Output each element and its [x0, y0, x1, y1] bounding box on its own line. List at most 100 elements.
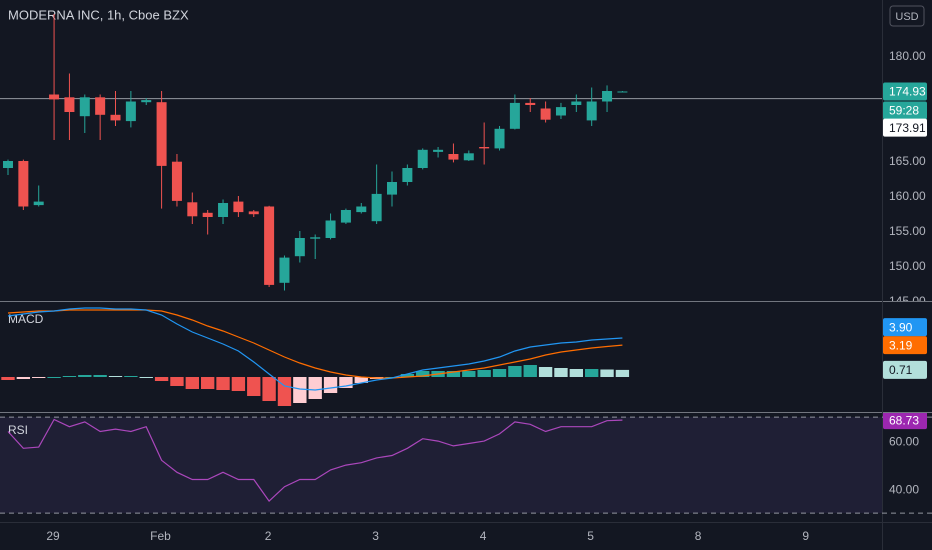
histogram-bar [154, 377, 169, 381]
candle-body [356, 206, 367, 213]
x-tick-label: Feb [150, 529, 171, 543]
candle-body [64, 97, 75, 112]
candle-body [479, 147, 490, 149]
y-tick-label: 165.00 [889, 154, 926, 168]
histogram-bar [262, 377, 276, 401]
histogram-bar [462, 371, 476, 377]
histogram-bar [585, 369, 599, 377]
histogram-bar [247, 377, 261, 396]
histogram-bar [139, 377, 153, 378]
candle-body [218, 203, 229, 217]
pane-title: MACD [8, 312, 44, 326]
histogram-bar [47, 377, 61, 378]
candle-body [110, 114, 121, 121]
x-tick-label: 2 [265, 529, 272, 543]
histogram-bar [354, 377, 368, 383]
candle-body [555, 107, 566, 116]
candle-body [402, 168, 413, 182]
candle-body [49, 94, 60, 100]
histogram-bar [600, 369, 614, 377]
candle-body [264, 206, 275, 285]
candle-body [509, 102, 520, 129]
x-tick-label: 4 [480, 529, 487, 543]
histogram-bar [477, 370, 491, 377]
histogram-bar [1, 377, 15, 380]
last-price-label-bg [883, 82, 927, 101]
candle-body [187, 202, 198, 217]
candle-body [18, 161, 29, 207]
candle-body [602, 91, 613, 102]
histogram-bar [277, 377, 292, 406]
candle-body [325, 220, 336, 238]
histogram-bar [16, 377, 31, 379]
candle-body [2, 161, 13, 168]
rsi-value-label: 68.73 [889, 413, 919, 427]
candle-body [279, 257, 290, 283]
crosshair-label: 173.91 [889, 121, 926, 135]
histogram-bar [523, 365, 537, 377]
candle-body [387, 182, 397, 195]
histogram-bar [400, 374, 415, 377]
macd-value-label: 3.90 [889, 320, 913, 334]
signal-line [7, 309, 623, 379]
histogram-bar [492, 369, 507, 377]
candle-body [248, 211, 259, 215]
histogram-value-label-bg [883, 360, 927, 379]
x-tick-label: 29 [46, 529, 60, 543]
candle-body [33, 201, 44, 206]
histogram-bar [185, 377, 199, 389]
y-tick-label: 145.00 [889, 294, 926, 308]
histogram-bar [108, 376, 123, 377]
pane: MODERNA INC, 1h, Cboe BZX USD 145.00 150.00… [0, 5, 927, 308]
crosshair-label-bg [883, 118, 927, 137]
candle-body [617, 91, 628, 93]
candle-body [571, 101, 582, 105]
histogram-bar [62, 376, 77, 377]
histogram-bar [124, 376, 138, 377]
candle-body [95, 97, 106, 115]
histogram-bar [32, 377, 46, 378]
candle-body [141, 100, 152, 103]
y-tick-label: 40.00 [889, 482, 919, 496]
histogram-value-label: 0.71 [889, 363, 913, 377]
candle-body [433, 149, 444, 152]
rsi-band-fill [0, 417, 882, 514]
candle-body [79, 97, 90, 117]
pane: MACD 0.71 3.19 3.90 [1, 307, 927, 406]
candle-body [540, 108, 551, 120]
signal-value-label-bg [883, 336, 927, 355]
x-tick-label: 8 [695, 529, 702, 543]
histogram-bar [93, 375, 107, 377]
signal-value-label: 3.19 [889, 338, 913, 352]
y-tick-label: 150.00 [889, 259, 926, 273]
histogram-bar [538, 367, 553, 377]
currency-label: USD [895, 11, 918, 23]
candle-body [310, 237, 321, 239]
candle-body [340, 210, 351, 223]
candle-body [156, 102, 167, 166]
histogram-bar [339, 377, 353, 388]
candle-body [448, 154, 459, 160]
pane-title: RSI [8, 423, 28, 437]
histogram-bar [308, 377, 322, 399]
y-tick-label: 155.00 [889, 224, 926, 238]
countdown-bg [883, 101, 927, 120]
histogram-bar [323, 377, 338, 393]
candle-body [202, 212, 213, 217]
currency-button[interactable] [889, 5, 925, 27]
candle-body [463, 153, 474, 161]
candle-body [525, 102, 536, 105]
histogram-bar [78, 375, 92, 377]
histogram-bar [554, 368, 568, 377]
histogram-bar [231, 377, 246, 391]
histogram-bar [508, 366, 522, 377]
histogram-bar [569, 369, 584, 377]
candle-body [417, 149, 428, 168]
histogram-bar [216, 377, 230, 390]
last-price-label: 174.93 [889, 85, 926, 99]
y-tick-label: 60.00 [889, 434, 919, 448]
candle-body [171, 161, 182, 201]
